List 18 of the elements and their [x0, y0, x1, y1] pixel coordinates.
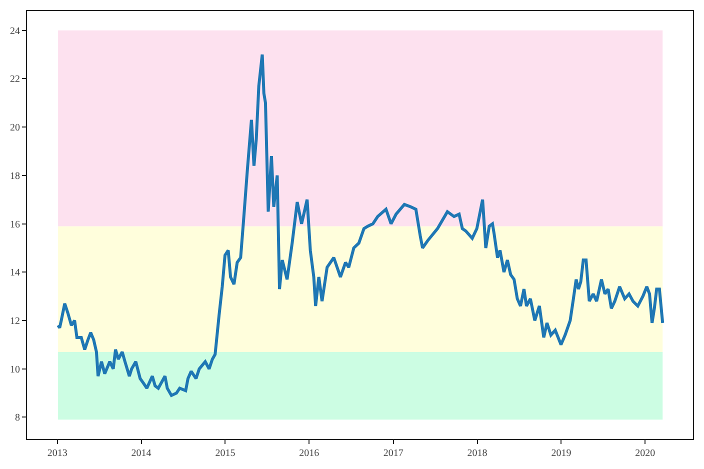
- x-tick-label: 2017: [383, 448, 404, 459]
- x-tick-label: 2014: [131, 448, 152, 459]
- y-tick-label: 16: [10, 219, 20, 230]
- y-tick-label: 18: [10, 170, 20, 182]
- x-tick-label: 2016: [299, 448, 320, 459]
- line-series: [56, 53, 664, 397]
- y-tick-label: 14: [10, 268, 20, 279]
- y-tick-label: 10: [10, 364, 20, 376]
- x-tick-label: 2020: [635, 448, 656, 459]
- y-tick-label: 24: [10, 26, 20, 37]
- x-tick-label: 2013: [47, 448, 68, 459]
- x-tick-label: 2019: [551, 448, 572, 459]
- y-tick-label: 20: [10, 122, 20, 134]
- x-tick-label: 2015: [215, 448, 236, 459]
- x-tick-label: 2018: [467, 448, 488, 459]
- y-tick-label: 22: [10, 74, 20, 86]
- y-tick-label: 8: [15, 412, 20, 424]
- y-tick-label: 12: [10, 316, 20, 328]
